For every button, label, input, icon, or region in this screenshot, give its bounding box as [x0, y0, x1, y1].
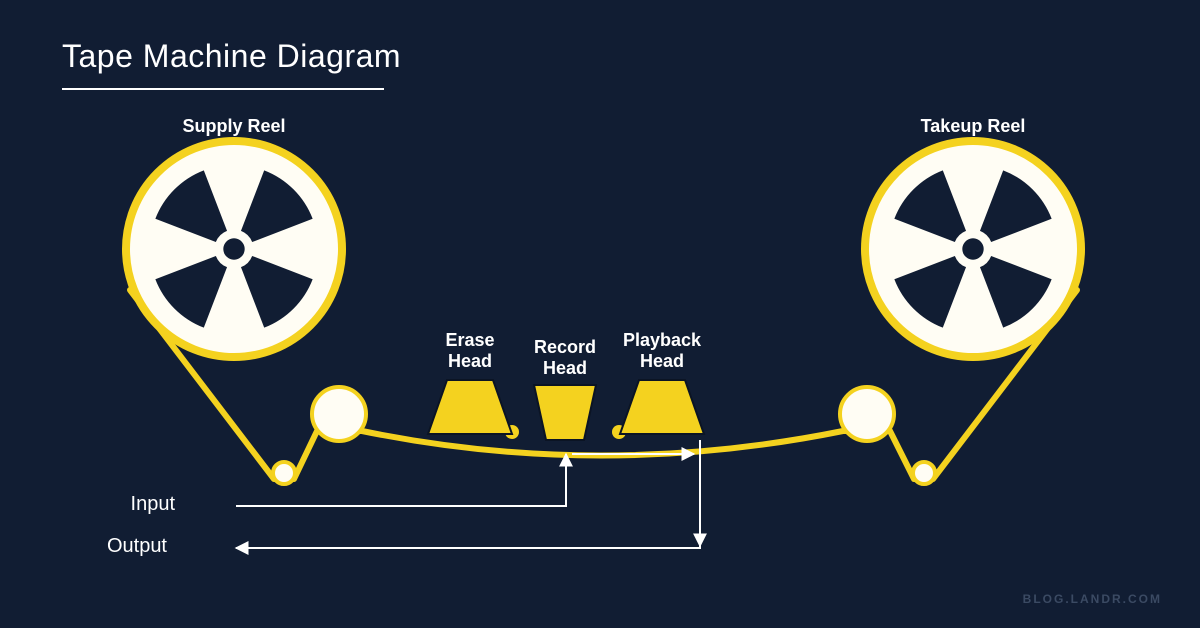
erase-head-label: Erase Head	[420, 330, 520, 371]
output-label: Output	[87, 535, 167, 558]
record-head	[534, 385, 596, 440]
takeup-reel-label: Takeup Reel	[893, 116, 1053, 137]
left-capstan	[312, 387, 366, 441]
right-capstan	[840, 387, 894, 441]
record-head-label: Record Head	[515, 337, 615, 378]
supply-reel-label: Supply Reel	[154, 116, 314, 137]
playback-head-label: Playback Head	[607, 330, 717, 371]
erase-head	[428, 380, 512, 434]
page-title: Tape Machine Diagram	[62, 38, 401, 75]
takeup-reel	[865, 141, 1081, 357]
diagram-svg	[0, 0, 1200, 628]
playback-head	[620, 380, 704, 434]
title-underline	[62, 88, 384, 90]
supply-reel	[126, 141, 342, 357]
diagram-canvas: Tape Machine Diagram Supply Reel Takeup …	[0, 0, 1200, 628]
right-pinch-roller	[913, 462, 935, 484]
input-label: Input	[105, 493, 175, 516]
left-pinch-roller	[273, 462, 295, 484]
watermark: BLOG.LANDR.COM	[1023, 592, 1162, 606]
